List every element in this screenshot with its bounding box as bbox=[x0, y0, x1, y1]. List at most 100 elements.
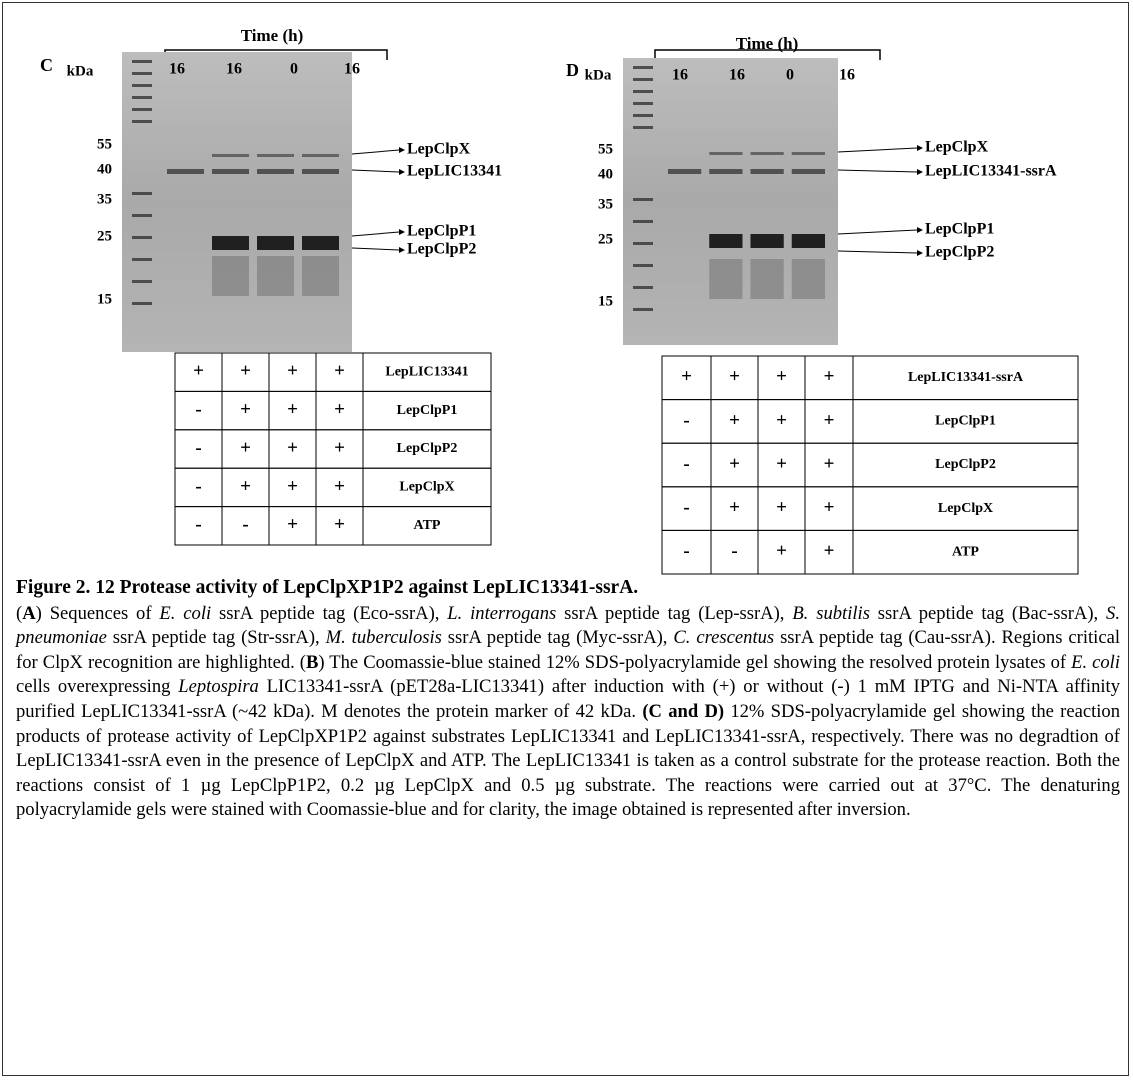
table-sign: + bbox=[334, 399, 345, 420]
table-sign: - bbox=[195, 437, 201, 458]
kda-label: kDa bbox=[585, 67, 612, 83]
marker-label: 40 bbox=[97, 161, 112, 177]
lane-label: 16 bbox=[169, 61, 185, 78]
table-sign: + bbox=[824, 541, 835, 562]
table-sign: + bbox=[193, 361, 204, 382]
gel-band bbox=[257, 169, 294, 174]
ladder-band bbox=[633, 90, 653, 93]
band-arrow bbox=[838, 251, 917, 253]
gel-band bbox=[792, 234, 825, 248]
ladder-band bbox=[633, 264, 653, 267]
gel-image bbox=[623, 58, 838, 345]
arrow-head bbox=[917, 169, 923, 175]
ladder-band bbox=[132, 96, 152, 99]
caption-text: E. coli bbox=[159, 603, 211, 624]
table-row-label: LepClpX bbox=[938, 501, 993, 516]
caption-text: Leptospira bbox=[178, 676, 259, 697]
table-sign: - bbox=[195, 399, 201, 420]
table-sign: + bbox=[776, 541, 787, 562]
gel-band bbox=[709, 152, 742, 155]
ladder-band bbox=[633, 114, 653, 117]
lane-label: 0 bbox=[290, 61, 298, 78]
time-label: Time (h) bbox=[241, 26, 304, 45]
table-row-label: LepLIC13341 bbox=[385, 364, 468, 379]
caption-text: ) The Coomassie-blue stained 12% SDS-pol… bbox=[318, 652, 1071, 673]
table-sign: + bbox=[824, 410, 835, 431]
arrow-head bbox=[399, 247, 405, 253]
caption-text: M. tuberculosis bbox=[326, 627, 442, 648]
table-row-label: LepClpX bbox=[399, 480, 454, 495]
lane-label: 16 bbox=[226, 61, 242, 78]
ladder-band bbox=[132, 214, 152, 217]
marker-label: 25 bbox=[97, 228, 112, 244]
ladder-band bbox=[132, 108, 152, 111]
table-sign: + bbox=[240, 476, 251, 497]
ladder-band bbox=[132, 120, 152, 123]
panel-letter: D bbox=[566, 60, 579, 80]
caption-text: ) Sequences of bbox=[36, 603, 160, 624]
gel-band bbox=[167, 169, 204, 174]
gel-band bbox=[212, 256, 249, 296]
caption-text: B bbox=[306, 652, 318, 673]
ladder-band bbox=[132, 302, 152, 305]
band-label: LepLIC13341-ssrA bbox=[925, 163, 1057, 180]
table-sign: - bbox=[683, 410, 689, 431]
gel-band bbox=[257, 154, 294, 157]
table-sign: + bbox=[334, 437, 345, 458]
caption-title: Figure 2. 12 Protease activity of LepClp… bbox=[16, 576, 1120, 601]
figure-caption: Figure 2. 12 Protease activity of LepClp… bbox=[16, 576, 1120, 823]
gel-band bbox=[668, 169, 701, 174]
caption-text: B. subtilis bbox=[792, 603, 870, 624]
marker-label: 55 bbox=[598, 141, 613, 157]
gel-band bbox=[709, 169, 742, 174]
ladder-band bbox=[633, 220, 653, 223]
ladder-band bbox=[132, 72, 152, 75]
marker-label: 35 bbox=[598, 196, 613, 212]
arrow-head bbox=[917, 145, 923, 151]
ladder-band bbox=[633, 242, 653, 245]
caption-text: A bbox=[22, 603, 35, 624]
table-sign: + bbox=[729, 410, 740, 431]
band-label: LepClpP2 bbox=[407, 241, 476, 258]
marker-label: 25 bbox=[598, 231, 613, 247]
marker-label: 15 bbox=[598, 293, 613, 309]
caption-text: E. coli bbox=[1071, 652, 1120, 673]
lane-label: 16 bbox=[839, 67, 855, 84]
panel-letter: C bbox=[40, 55, 53, 75]
arrow-head bbox=[399, 229, 405, 235]
table-sign: + bbox=[729, 497, 740, 518]
caption-text: ssrA peptide tag (Eco-ssrA), bbox=[211, 603, 447, 624]
band-arrow bbox=[838, 170, 917, 172]
arrow-head bbox=[399, 169, 405, 175]
table-sign: + bbox=[776, 497, 787, 518]
table-row-label: ATP bbox=[414, 518, 441, 533]
gel-band bbox=[792, 259, 825, 299]
caption-text: C. crescentus bbox=[673, 627, 774, 648]
ladder-band bbox=[633, 102, 653, 105]
table-sign: - bbox=[195, 514, 201, 535]
gel-band bbox=[751, 169, 784, 174]
lane-label: 0 bbox=[786, 67, 794, 84]
arrow-head bbox=[917, 227, 923, 233]
caption-text: L. interrogans bbox=[447, 603, 556, 624]
caption-text: ssrA peptide tag (Myc-ssrA), bbox=[442, 627, 674, 648]
table-sign: + bbox=[824, 497, 835, 518]
table-sign: - bbox=[683, 541, 689, 562]
ladder-band bbox=[132, 60, 152, 63]
ladder-band bbox=[633, 126, 653, 129]
table-sign: + bbox=[287, 361, 298, 382]
ladder-band bbox=[132, 280, 152, 283]
ladder-band bbox=[132, 192, 152, 195]
gel-band bbox=[792, 169, 825, 174]
marker-label: 35 bbox=[97, 191, 112, 207]
table-sign: + bbox=[240, 437, 251, 458]
gel-band bbox=[212, 169, 249, 174]
ladder-band bbox=[132, 84, 152, 87]
band-arrow bbox=[352, 248, 399, 250]
table-sign: + bbox=[287, 514, 298, 535]
table-sign: + bbox=[334, 476, 345, 497]
lane-label: 16 bbox=[344, 61, 360, 78]
table-sign: + bbox=[776, 410, 787, 431]
gel-band bbox=[257, 256, 294, 296]
table-sign: + bbox=[824, 453, 835, 474]
